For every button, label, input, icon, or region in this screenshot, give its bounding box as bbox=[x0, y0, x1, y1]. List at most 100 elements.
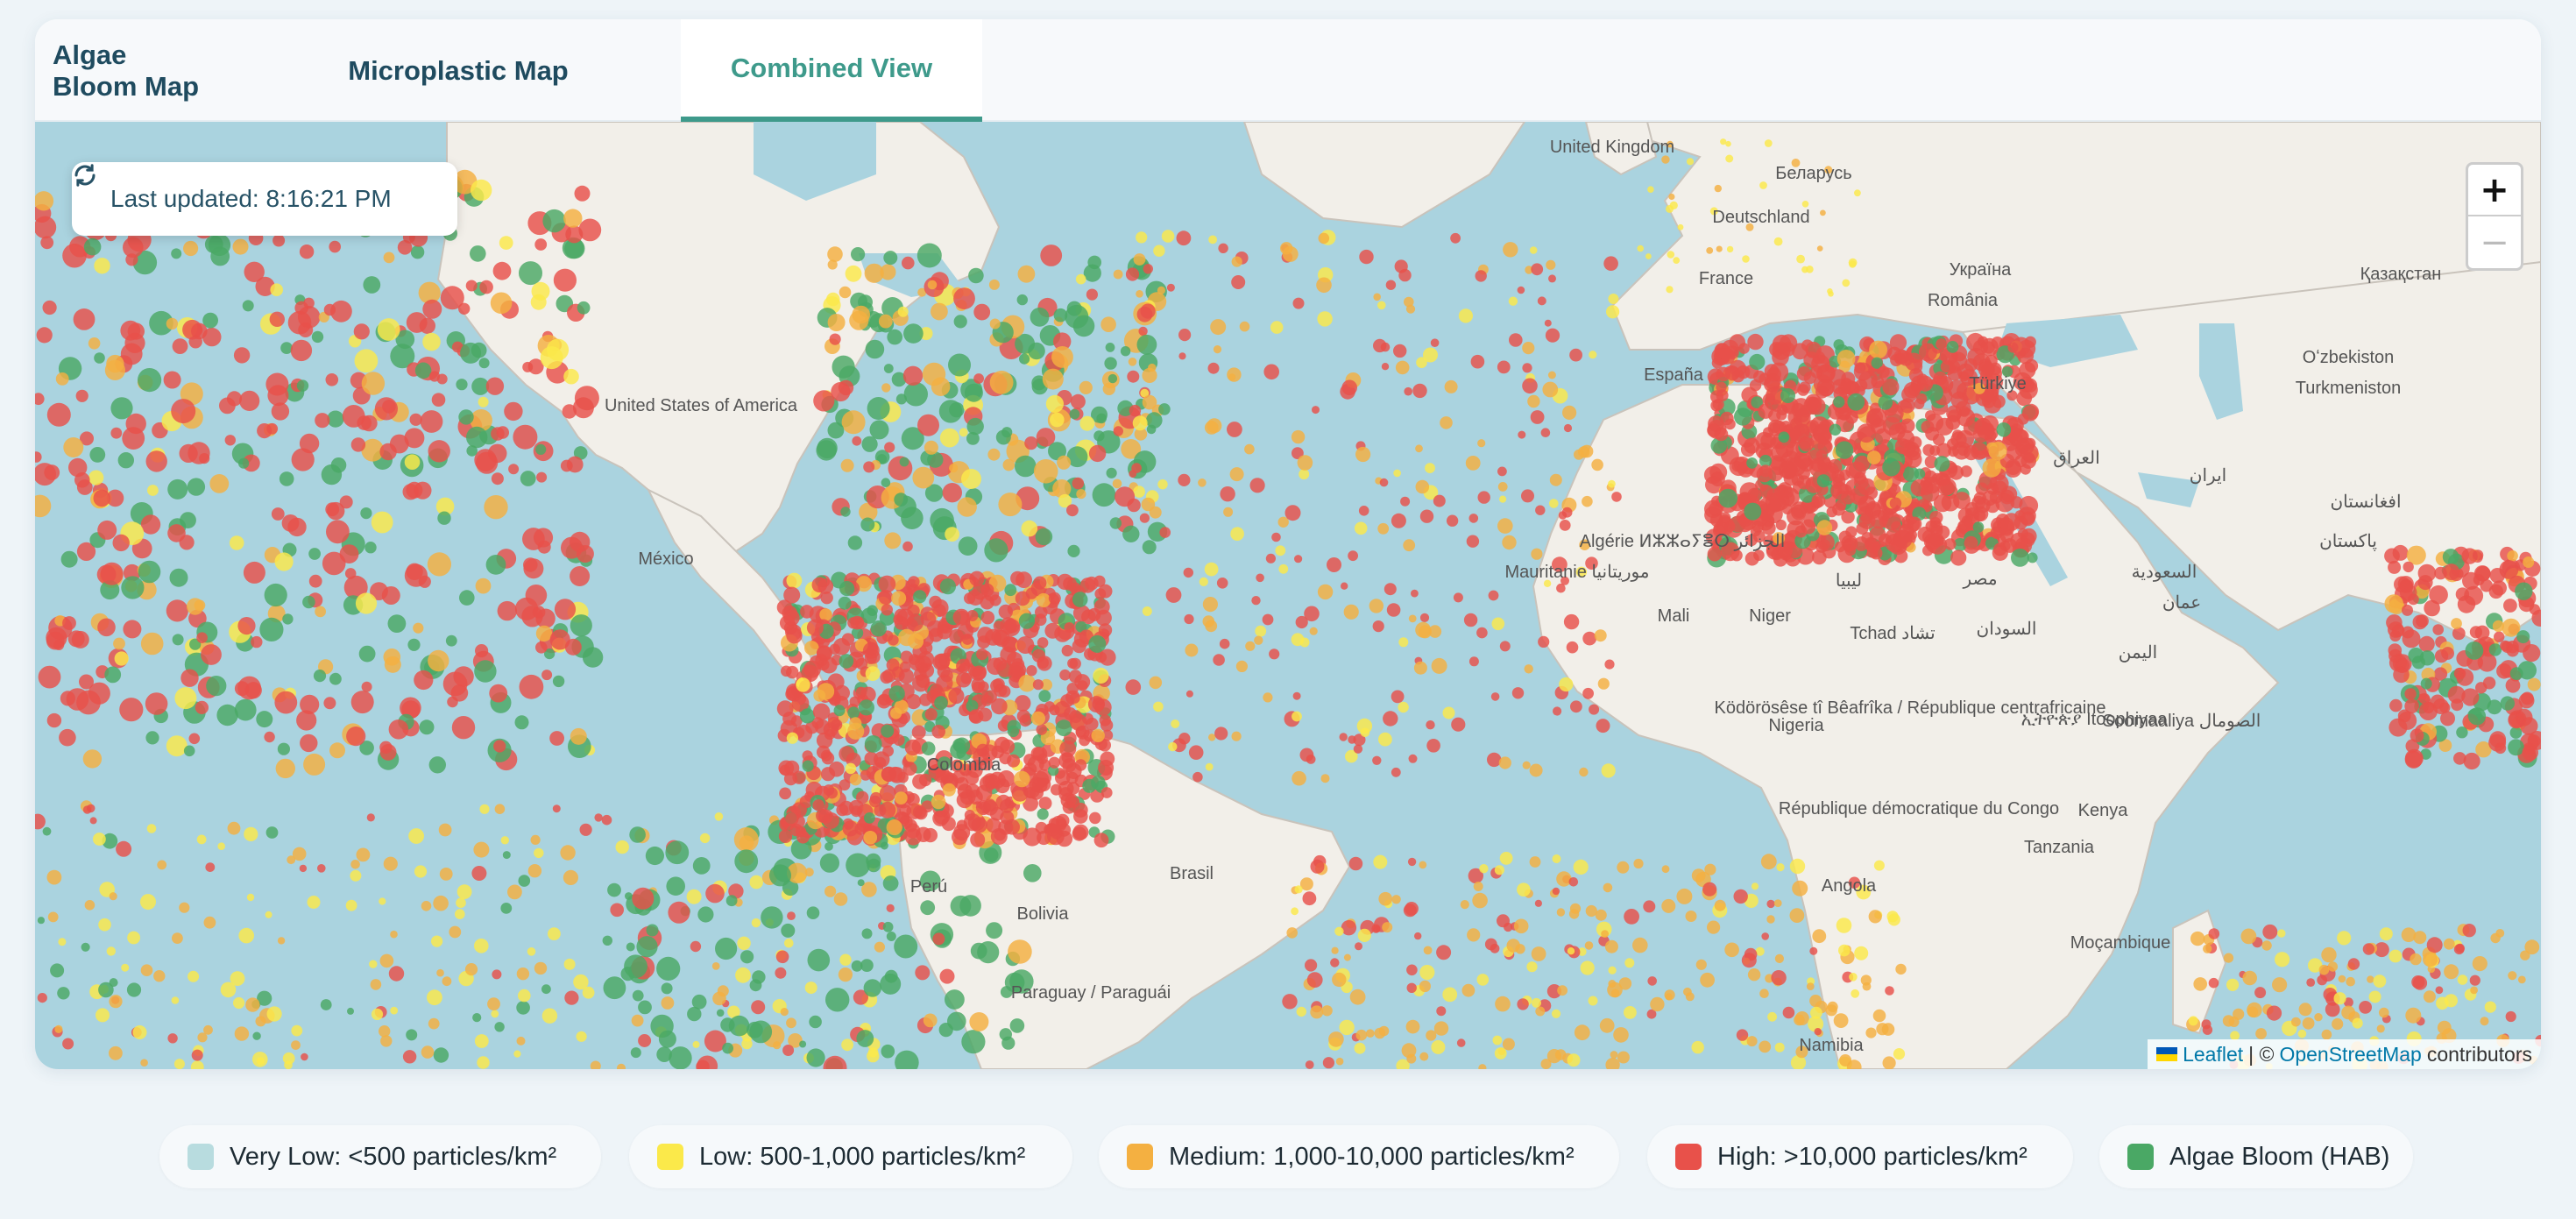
microplastic-medium-marker[interactable] bbox=[383, 252, 395, 264]
microplastic-medium-marker[interactable] bbox=[891, 591, 907, 606]
microplastic-medium-marker[interactable] bbox=[490, 292, 513, 315]
microplastic-medium-marker[interactable] bbox=[1207, 418, 1222, 434]
algae-bloom-marker[interactable] bbox=[921, 741, 936, 755]
microplastic-high-marker[interactable] bbox=[1771, 970, 1787, 986]
microplastic-medium-marker[interactable] bbox=[1554, 1049, 1567, 1060]
microplastic-low-marker[interactable] bbox=[1725, 154, 1734, 163]
microplastic-medium-marker[interactable] bbox=[839, 286, 852, 299]
microplastic-low-marker[interactable] bbox=[147, 485, 159, 496]
microplastic-medium-marker[interactable] bbox=[827, 314, 846, 331]
microplastic-medium-marker[interactable] bbox=[2233, 1008, 2245, 1020]
microplastic-high-marker[interactable] bbox=[1877, 365, 1890, 379]
algae-bloom-marker[interactable] bbox=[950, 895, 972, 917]
microplastic-high-marker[interactable] bbox=[1812, 549, 1827, 565]
microplastic-low-marker[interactable] bbox=[1299, 637, 1310, 648]
microplastic-medium-marker[interactable] bbox=[1317, 584, 1334, 600]
algae-bloom-marker[interactable] bbox=[210, 246, 230, 266]
microplastic-medium-marker[interactable] bbox=[1461, 983, 1476, 997]
algae-bloom-marker[interactable] bbox=[881, 478, 891, 487]
microplastic-high-marker[interactable] bbox=[902, 591, 915, 603]
microplastic-high-marker[interactable] bbox=[2461, 688, 2480, 706]
microplastic-high-marker[interactable] bbox=[2362, 943, 2375, 955]
microplastic-medium-marker[interactable] bbox=[894, 791, 908, 804]
microplastic-high-marker[interactable] bbox=[1249, 478, 1265, 493]
microplastic-medium-marker[interactable] bbox=[183, 240, 199, 257]
microplastic-high-marker[interactable] bbox=[697, 1055, 718, 1070]
microplastic-low-marker[interactable] bbox=[865, 666, 881, 681]
microplastic-high-marker[interactable] bbox=[40, 236, 54, 250]
microplastic-high-marker[interactable] bbox=[1023, 796, 1038, 811]
microplastic-high-marker[interactable] bbox=[1981, 394, 1996, 408]
microplastic-medium-marker[interactable] bbox=[516, 967, 530, 981]
microplastic-high-marker[interactable] bbox=[908, 576, 920, 588]
microplastic-medium-marker[interactable] bbox=[1318, 232, 1330, 245]
algae-bloom-marker[interactable] bbox=[769, 864, 791, 887]
algae-bloom-marker[interactable] bbox=[950, 741, 967, 759]
microplastic-high-marker[interactable] bbox=[980, 694, 993, 706]
microplastic-high-marker[interactable] bbox=[1035, 821, 1048, 834]
microplastic-high-marker[interactable] bbox=[1070, 393, 1086, 409]
microplastic-low-marker[interactable] bbox=[518, 989, 531, 1003]
algae-bloom-marker[interactable] bbox=[1902, 465, 1920, 482]
microplastic-high-marker[interactable] bbox=[1219, 638, 1230, 649]
microplastic-high-marker[interactable] bbox=[1989, 362, 2002, 375]
microplastic-high-marker[interactable] bbox=[1419, 509, 1434, 523]
microplastic-high-marker[interactable] bbox=[751, 1000, 766, 1015]
algae-bloom-marker[interactable] bbox=[428, 756, 446, 774]
microplastic-medium-marker[interactable] bbox=[1042, 368, 1064, 390]
microplastic-high-marker[interactable] bbox=[2374, 942, 2389, 958]
microplastic-high-marker[interactable] bbox=[1839, 469, 1851, 481]
microplastic-high-marker[interactable] bbox=[1407, 857, 1417, 867]
microplastic-medium-marker[interactable] bbox=[1245, 641, 1256, 651]
microplastic-low-marker[interactable] bbox=[479, 804, 490, 814]
microplastic-high-marker[interactable] bbox=[853, 989, 869, 1005]
microplastic-medium-marker[interactable] bbox=[849, 773, 862, 786]
microplastic-medium-marker[interactable] bbox=[1820, 209, 1826, 216]
microplastic-high-marker[interactable] bbox=[842, 820, 859, 837]
microplastic-high-marker[interactable] bbox=[112, 534, 130, 552]
microplastic-high-marker[interactable] bbox=[1552, 887, 1560, 896]
algae-bloom-marker[interactable] bbox=[456, 379, 468, 391]
microplastic-high-marker[interactable] bbox=[388, 966, 405, 982]
algae-bloom-marker[interactable] bbox=[149, 310, 173, 336]
algae-bloom-marker[interactable] bbox=[2515, 582, 2533, 600]
microplastic-high-marker[interactable] bbox=[1265, 553, 1276, 563]
microplastic-high-marker[interactable] bbox=[1207, 362, 1220, 374]
algae-bloom-marker[interactable] bbox=[2001, 366, 2013, 378]
algae-bloom-marker[interactable] bbox=[1035, 528, 1053, 546]
microplastic-high-marker[interactable] bbox=[1871, 375, 1885, 388]
microplastic-high-marker[interactable] bbox=[1231, 275, 1246, 289]
microplastic-low-marker[interactable] bbox=[1416, 357, 1427, 369]
microplastic-medium-marker[interactable] bbox=[1824, 166, 1833, 174]
microplastic-high-marker[interactable] bbox=[479, 280, 493, 294]
microplastic-medium-marker[interactable] bbox=[1136, 290, 1143, 298]
microplastic-high-marker[interactable] bbox=[1060, 694, 1074, 708]
microplastic-high-marker[interactable] bbox=[1159, 527, 1171, 538]
microplastic-high-marker[interactable] bbox=[1963, 420, 1979, 436]
microplastic-high-marker[interactable] bbox=[1793, 409, 1811, 427]
algae-bloom-marker[interactable] bbox=[861, 928, 873, 939]
algae-bloom-marker[interactable] bbox=[656, 956, 681, 981]
microplastic-high-marker[interactable] bbox=[1404, 386, 1412, 396]
microplastic-high-marker[interactable] bbox=[290, 339, 313, 362]
microplastic-high-marker[interactable] bbox=[1166, 283, 1175, 292]
microplastic-low-marker[interactable] bbox=[307, 896, 321, 909]
algae-bloom-marker[interactable] bbox=[1996, 422, 2012, 437]
algae-bloom-marker[interactable] bbox=[216, 704, 238, 726]
microplastic-low-marker[interactable] bbox=[238, 927, 254, 944]
microplastic-high-marker[interactable] bbox=[1341, 920, 1357, 936]
microplastic-low-marker[interactable] bbox=[1491, 617, 1505, 631]
microplastic-low-marker[interactable] bbox=[1208, 235, 1217, 245]
microplastic-medium-marker[interactable] bbox=[428, 649, 449, 672]
microplastic-high-marker[interactable] bbox=[1414, 932, 1422, 940]
microplastic-high-marker[interactable] bbox=[1032, 679, 1044, 691]
microplastic-high-marker[interactable] bbox=[1647, 976, 1657, 986]
microplastic-high-marker[interactable] bbox=[1327, 557, 1341, 572]
microplastic-high-marker[interactable] bbox=[1014, 695, 1031, 712]
microplastic-medium-marker[interactable] bbox=[1426, 1030, 1437, 1041]
microplastic-high-marker[interactable] bbox=[2317, 974, 2328, 986]
microplastic-high-marker[interactable] bbox=[389, 434, 409, 454]
algae-bloom-marker[interactable] bbox=[1710, 437, 1728, 454]
microplastic-medium-marker[interactable] bbox=[203, 1024, 213, 1035]
microplastic-medium-marker[interactable] bbox=[942, 783, 956, 797]
